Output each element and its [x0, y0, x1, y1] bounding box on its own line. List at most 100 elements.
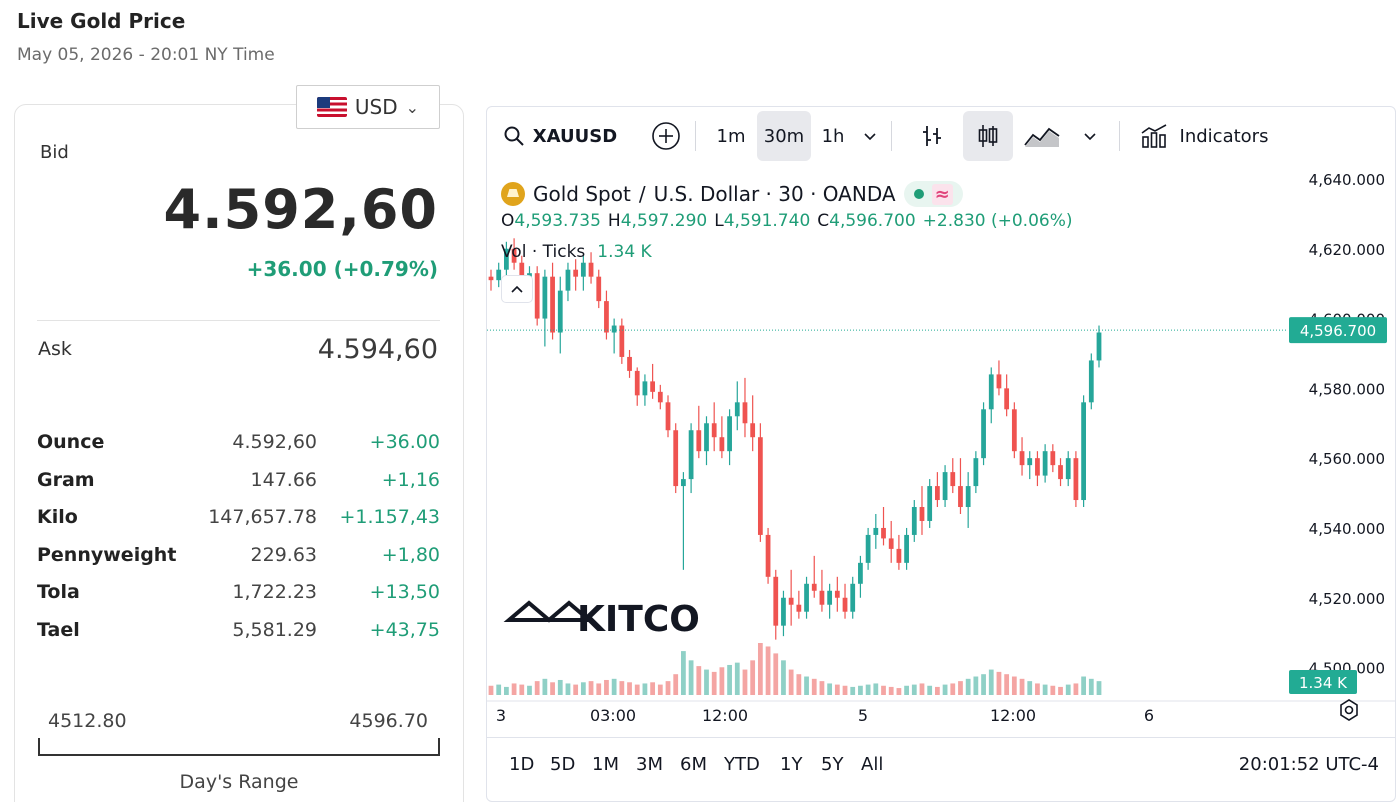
volume-bar: [842, 685, 848, 695]
volume-bar: [811, 678, 817, 695]
kitco-watermark-logo: KITCO: [503, 599, 700, 640]
area-chart-icon: [1024, 127, 1060, 147]
range-5d-button[interactable]: 5D: [550, 754, 576, 775]
legend-collapse-button[interactable]: [501, 275, 533, 303]
close-label: C: [817, 211, 830, 231]
time-axis-label: 6: [1144, 706, 1154, 725]
us-flag-icon: [316, 97, 347, 117]
range-5y-button[interactable]: 5Y: [821, 754, 844, 775]
unit-row-tola: Tola 1,722.23 +13,50: [37, 581, 440, 611]
market-status-pill: ≈: [903, 181, 963, 207]
unit-change: +1.157,43: [339, 506, 440, 528]
volume-bar: [496, 684, 502, 695]
volume-bar: [1096, 681, 1102, 695]
candle-body: [750, 423, 756, 438]
range-1m-button[interactable]: 1M: [592, 754, 619, 775]
plus-circle-icon: [652, 122, 680, 150]
candle-body: [1042, 451, 1048, 476]
volume-bar: [734, 662, 740, 695]
price-axis-label: 4,520.000: [1309, 590, 1385, 608]
bar-chart-type-button[interactable]: [907, 111, 957, 161]
candle-body: [896, 548, 902, 563]
symbol-search[interactable]: XAUUSD: [495, 111, 625, 161]
candle-body: [819, 590, 825, 605]
candle-body: [681, 479, 686, 487]
chart-settings-icon[interactable]: [1340, 699, 1358, 721]
toolbar-divider: [1119, 121, 1120, 151]
area-chart-type-button[interactable]: [1019, 111, 1065, 161]
interval-dropdown[interactable]: [855, 111, 885, 161]
volume-legend: Vol · Ticks 1.34 K: [501, 242, 652, 262]
candles-chart-type-button[interactable]: [963, 111, 1013, 161]
volume-bar: [850, 686, 856, 695]
currency-select[interactable]: USD ⌄: [296, 85, 440, 129]
unit-name: Tola: [37, 581, 80, 603]
candle-body: [996, 374, 1002, 389]
candle-body: [773, 576, 779, 626]
last-price-badge: [1289, 317, 1387, 344]
chart-widget: XAUUSD 1m 30m 1h Indicators 4,640.000: [486, 106, 1396, 802]
volume-bar: [1065, 684, 1071, 695]
gear-outline: [1340, 699, 1358, 721]
candle-body: [488, 276, 494, 281]
interval-1m[interactable]: 1m: [716, 125, 746, 147]
volume-bar: [604, 679, 609, 695]
volume-bar: [834, 684, 840, 695]
candle-body: [1019, 451, 1025, 466]
candle-body: [627, 356, 632, 371]
candle-body: [711, 423, 717, 438]
chart-clock[interactable]: 20:01:52 UTC-4: [1238, 754, 1379, 775]
candle-body: [811, 583, 817, 591]
kitco-logo-mark: [503, 600, 595, 623]
volume-bar: [927, 685, 933, 695]
chevron-down-icon: [1084, 133, 1096, 141]
range-3m-button[interactable]: 3M: [636, 754, 663, 775]
unit-row-ounce: Ounce 4.592,60 +36.00: [37, 431, 440, 461]
range-1d-button[interactable]: 1D: [509, 754, 535, 775]
range-ytd-button[interactable]: YTD: [724, 754, 760, 775]
unit-price: 229.63: [250, 544, 317, 566]
volume-bar: [1004, 674, 1010, 695]
toolbar-divider: [891, 121, 892, 151]
range-1y-button[interactable]: 1Y: [780, 754, 803, 775]
volume-badge: [1289, 670, 1357, 694]
volume-bar: [557, 679, 563, 695]
candle-body: [527, 273, 532, 277]
time-axis-label: 5: [858, 706, 868, 725]
volume-bar: [950, 683, 956, 695]
range-6m-button[interactable]: 6M: [680, 754, 707, 775]
volume-bar: [827, 683, 833, 695]
candle-body: [827, 590, 833, 605]
candle-body: [511, 248, 517, 263]
legend-title: Gold Spot: [533, 182, 631, 206]
candle-body: [550, 276, 555, 333]
chevron-down-icon: [864, 133, 876, 141]
unit-change: +13,50: [369, 581, 440, 603]
market-open-dot-icon: [913, 189, 924, 199]
unit-name: Pennyweight: [37, 544, 177, 566]
indicators-button[interactable]: Indicators: [1131, 111, 1277, 161]
compare-button[interactable]: [645, 111, 687, 161]
toolbar-divider: [695, 121, 696, 151]
interval-30m[interactable]: 30m: [757, 111, 811, 161]
unit-price: 5,581.29: [232, 619, 317, 641]
chart-type-dropdown[interactable]: [1075, 111, 1105, 161]
candle-body: [1096, 332, 1102, 361]
search-icon: [504, 126, 524, 146]
candle-body: [911, 507, 917, 535]
legend-quote-currency: U.S. Dollar · 30 · OANDA: [653, 182, 896, 206]
candle-body: [888, 538, 894, 549]
volume-bar: [1042, 684, 1048, 695]
volume-bar: [881, 685, 886, 695]
range-all-button[interactable]: All: [861, 754, 884, 775]
candle-body: [904, 534, 909, 563]
volume-bar: [573, 684, 579, 695]
volume-bar: [888, 686, 894, 695]
price-chart[interactable]: 4,640.0004,620.0004,600.0004,580.0004,56…: [487, 165, 1396, 737]
volume-bar: [773, 653, 779, 695]
time-axis-label: 12:00: [702, 706, 748, 725]
chevron-up-icon: [511, 285, 523, 293]
high-label: H: [607, 211, 621, 231]
volume-bar: [596, 683, 602, 695]
interval-1h[interactable]: 1h: [821, 125, 845, 147]
